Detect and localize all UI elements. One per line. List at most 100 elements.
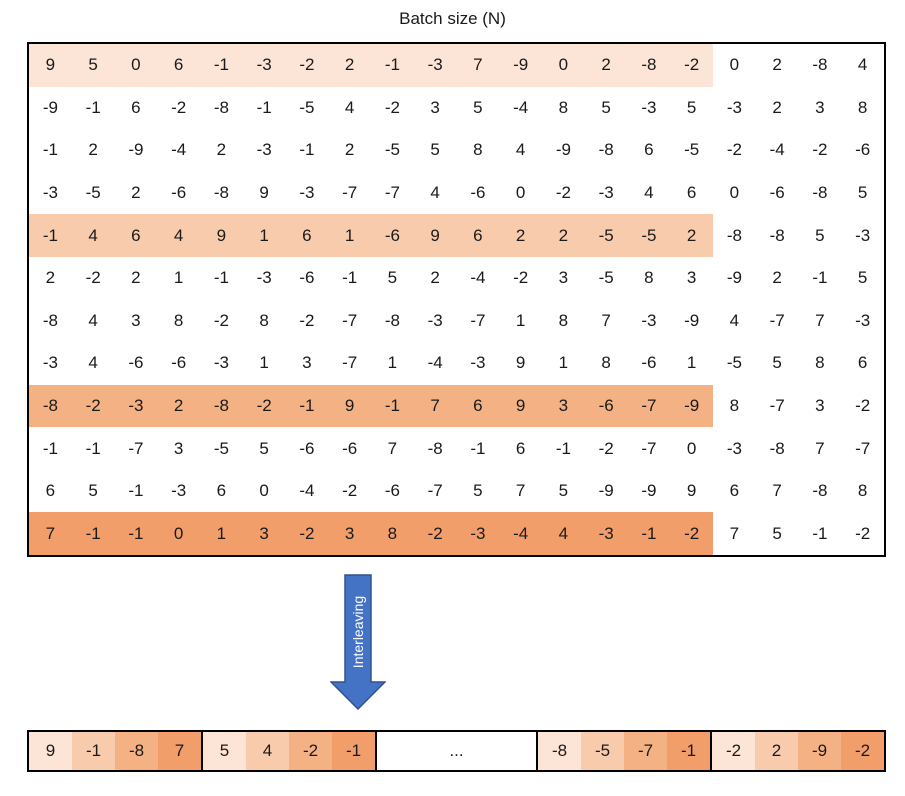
batch-matrix: 9 5 0 6 -1 -3 -2 2 -1 -3 7 -9 0 2 -8 -2 0 2 -8 4 -9 -1 6 -2 -8 -1… (27, 42, 886, 557)
matrix-cell: 2 (670, 214, 713, 257)
matrix-cell: 1 (686, 353, 697, 373)
matrix-cell: 8 (857, 97, 868, 117)
matrix-cell: 6 (857, 353, 868, 373)
matrix-cell: -1 (200, 44, 243, 87)
group-divider (536, 732, 538, 770)
matrix-cell: 7 (601, 310, 611, 330)
matrix-cell: -1 (285, 384, 329, 428)
matrix-cell: -2 (71, 384, 115, 428)
matrix-cell: 5 (772, 523, 782, 543)
matrix-cell: -8 (769, 225, 785, 245)
matrix-cell: -9 (42, 97, 58, 117)
matrix-cell: 2 (344, 140, 355, 160)
matrix-cell: 5 (686, 97, 697, 117)
output-cell: 7 (158, 732, 201, 770)
matrix-cell: 8 (857, 481, 868, 501)
matrix-cell: -5 (726, 353, 742, 373)
matrix-cell: -3 (213, 353, 229, 373)
matrix-cell: 3 (815, 97, 825, 117)
matrix-cell: -1 (470, 438, 486, 458)
matrix-cell: 2 (499, 214, 542, 257)
matrix-cell: 1 (259, 353, 269, 373)
matrix-cell: 9 (200, 214, 243, 257)
matrix-cell: -1 (812, 523, 828, 543)
matrix-cell: 2 (131, 183, 141, 203)
matrix-cell: -3 (171, 481, 187, 501)
matrix-cell: 3 (302, 353, 312, 373)
matrix-cell: 3 (173, 438, 184, 458)
matrix-cell: -1 (42, 438, 58, 458)
matrix-cell: -5 (627, 214, 671, 257)
matrix-cell: -6 (171, 183, 187, 203)
matrix-cell: 4 (430, 183, 440, 203)
matrix-cell: -9 (128, 140, 144, 160)
matrix-cell: -2 (242, 384, 286, 428)
matrix-cell: -2 (812, 140, 828, 160)
matrix-cell: -7 (384, 183, 400, 203)
matrix-cell: -5 (584, 214, 628, 257)
matrix-cell: -3 (42, 183, 58, 203)
matrix-cell: 0 (686, 438, 697, 458)
matrix-cell: -1 (29, 214, 72, 257)
matrix-cell: -6 (128, 353, 144, 373)
matrix-cell: 6 (729, 481, 740, 501)
matrix-cell: -3 (726, 97, 742, 117)
matrix-cell: -7 (855, 438, 871, 458)
matrix-cell: -5 (384, 140, 400, 160)
matrix-cell: -3 (456, 512, 500, 555)
matrix-cell: 2 (430, 268, 440, 288)
matrix-cell: -4 (499, 512, 542, 555)
matrix-cell: -1 (342, 268, 358, 288)
matrix-cell: 2 (131, 268, 141, 288)
matrix-cell: 2 (157, 384, 200, 428)
matrix-cell: -1 (128, 481, 144, 501)
matrix-cell: -9 (499, 44, 542, 87)
matrix-cell: 4 (857, 55, 868, 75)
matrix-cell: 0 (157, 512, 200, 555)
matrix-cell: -2 (85, 268, 101, 288)
matrix-cell: 1 (558, 353, 569, 373)
matrix-cell: 6 (114, 214, 158, 257)
matrix-cell: 3 (242, 512, 286, 555)
matrix-cell: 5 (558, 481, 569, 501)
matrix-cell: 8 (259, 310, 269, 330)
matrix-cell: -9 (726, 268, 742, 288)
matrix-cell: -3 (299, 183, 315, 203)
matrix-cell: -2 (285, 512, 329, 555)
matrix-cell: -8 (726, 225, 742, 245)
matrix-cell: 8 (473, 140, 483, 160)
matrix-cell: 1 (328, 214, 371, 257)
matrix-cell: 4 (729, 310, 740, 330)
matrix-cell: -6 (769, 183, 785, 203)
output-cell: -1 (72, 732, 115, 770)
matrix-cell: -3 (114, 384, 158, 428)
matrix-cell: 9 (413, 214, 457, 257)
matrix-cell: 7 (772, 481, 782, 501)
matrix-cell: 9 (499, 384, 542, 428)
matrix-cell: 0 (259, 481, 269, 501)
matrix-cell: -1 (85, 97, 101, 117)
matrix-cell: 0 (542, 44, 585, 87)
matrix-cell: 4 (515, 140, 526, 160)
matrix-cell: -8 (29, 384, 72, 428)
matrix-cell: -7 (769, 395, 785, 415)
matrix-cell: -3 (256, 140, 272, 160)
matrix-cell: -3 (855, 310, 871, 330)
matrix-cell: -6 (641, 353, 657, 373)
matrix-cell: 0 (729, 55, 740, 75)
matrix-cell: 9 (686, 481, 697, 501)
matrix-cell: 4 (157, 214, 200, 257)
matrix-cell: -8 (213, 183, 229, 203)
matrix-cell: 2 (542, 214, 585, 257)
output-cell: 4 (246, 732, 289, 770)
matrix-cell: -8 (200, 384, 243, 428)
matrix-cell: -7 (128, 438, 144, 458)
matrix-cell: 8 (601, 353, 611, 373)
matrix-cell: -8 (42, 310, 58, 330)
matrix-cell: 6 (131, 97, 141, 117)
matrix-cell: -6 (855, 140, 871, 160)
batch-size-label: Batch size (N) (399, 9, 506, 28)
matrix-cell: -6 (371, 214, 414, 257)
matrix-cell: 5 (857, 183, 868, 203)
matrix-cell: 2 (772, 97, 782, 117)
